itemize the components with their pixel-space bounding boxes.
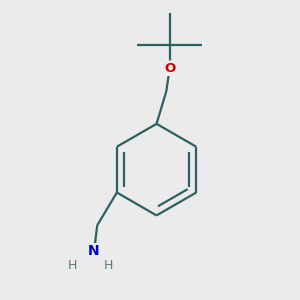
Text: H: H	[104, 259, 113, 272]
Text: N: N	[88, 244, 100, 258]
Text: O: O	[164, 62, 175, 75]
Text: H: H	[68, 259, 77, 272]
